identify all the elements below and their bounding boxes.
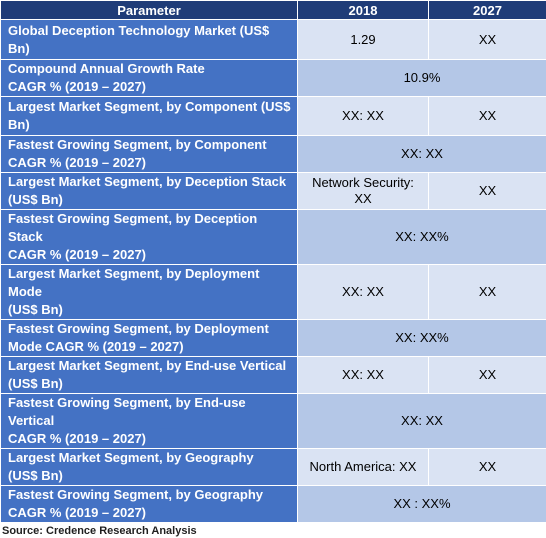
source-note: Source: Credence Research Analysis <box>0 523 546 538</box>
row-value-merged: XX: XX% <box>298 320 546 357</box>
row-value-2018: XX: XX <box>298 357 429 394</box>
row-parameter: Fastest Growing Segment, by Deception St… <box>1 210 298 265</box>
market-summary-table: Parameter 2018 2027 Global Deception Tec… <box>0 0 546 523</box>
row-value-2027: XX <box>429 173 546 210</box>
table-row: Fastest Growing Segment, by Geography CA… <box>1 486 546 523</box>
row-parameter: Fastest Growing Segment, by End-use Vert… <box>1 394 298 449</box>
table-row: Largest Market Segment, by End-use Verti… <box>1 357 546 394</box>
row-value-2027: XX <box>429 449 546 486</box>
table-row: Global Deception Technology Market (US$ … <box>1 20 546 60</box>
table-row: Largest Market Segment, by Deception Sta… <box>1 173 546 210</box>
table-row: Compound Annual Growth Rate CAGR % (2019… <box>1 60 546 97</box>
row-value-2027: XX <box>429 265 546 320</box>
table-row: Fastest Growing Segment, by End-use Vert… <box>1 394 546 449</box>
row-value-2027: XX <box>429 97 546 136</box>
row-parameter: Global Deception Technology Market (US$ … <box>1 20 298 60</box>
table-row: Fastest Growing Segment, by Deception St… <box>1 210 546 265</box>
row-value-2027: XX <box>429 20 546 60</box>
row-value-merged: 10.9% <box>298 60 546 97</box>
table-header-row: Parameter 2018 2027 <box>1 1 546 20</box>
table-row: Fastest Growing Segment, by Component CA… <box>1 136 546 173</box>
header-2027: 2027 <box>429 1 546 20</box>
row-parameter: Largest Market Segment, by End-use Verti… <box>1 357 298 394</box>
header-2018: 2018 <box>298 1 429 20</box>
row-value-merged: XX : XX% <box>298 486 546 523</box>
row-value-2027: XX <box>429 357 546 394</box>
row-value-2018: North America: XX <box>298 449 429 486</box>
row-value-2018: 1.29 <box>298 20 429 60</box>
row-parameter: Largest Market Segment, by Component (US… <box>1 97 298 136</box>
table-row: Fastest Growing Segment, by Deployment M… <box>1 320 546 357</box>
row-parameter: Largest Market Segment, by Geography (US… <box>1 449 298 486</box>
table-row: Largest Market Segment, by Geography (US… <box>1 449 546 486</box>
row-parameter: Fastest Growing Segment, by Deployment M… <box>1 320 298 357</box>
table-row: Largest Market Segment, by Component (US… <box>1 97 546 136</box>
row-parameter: Largest Market Segment, by Deception Sta… <box>1 173 298 210</box>
row-parameter: Largest Market Segment, by Deployment Mo… <box>1 265 298 320</box>
row-value-merged: XX: XX <box>298 136 546 173</box>
row-value-merged: XX: XX <box>298 394 546 449</box>
row-parameter: Fastest Growing Segment, by Component CA… <box>1 136 298 173</box>
row-value-merged: XX: XX% <box>298 210 546 265</box>
row-value-2018: XX: XX <box>298 265 429 320</box>
row-value-2018: Network Security: XX <box>298 173 429 210</box>
table-row: Largest Market Segment, by Deployment Mo… <box>1 265 546 320</box>
header-parameter: Parameter <box>1 1 298 20</box>
row-parameter: Compound Annual Growth Rate CAGR % (2019… <box>1 60 298 97</box>
row-parameter: Fastest Growing Segment, by Geography CA… <box>1 486 298 523</box>
row-value-2018: XX: XX <box>298 97 429 136</box>
